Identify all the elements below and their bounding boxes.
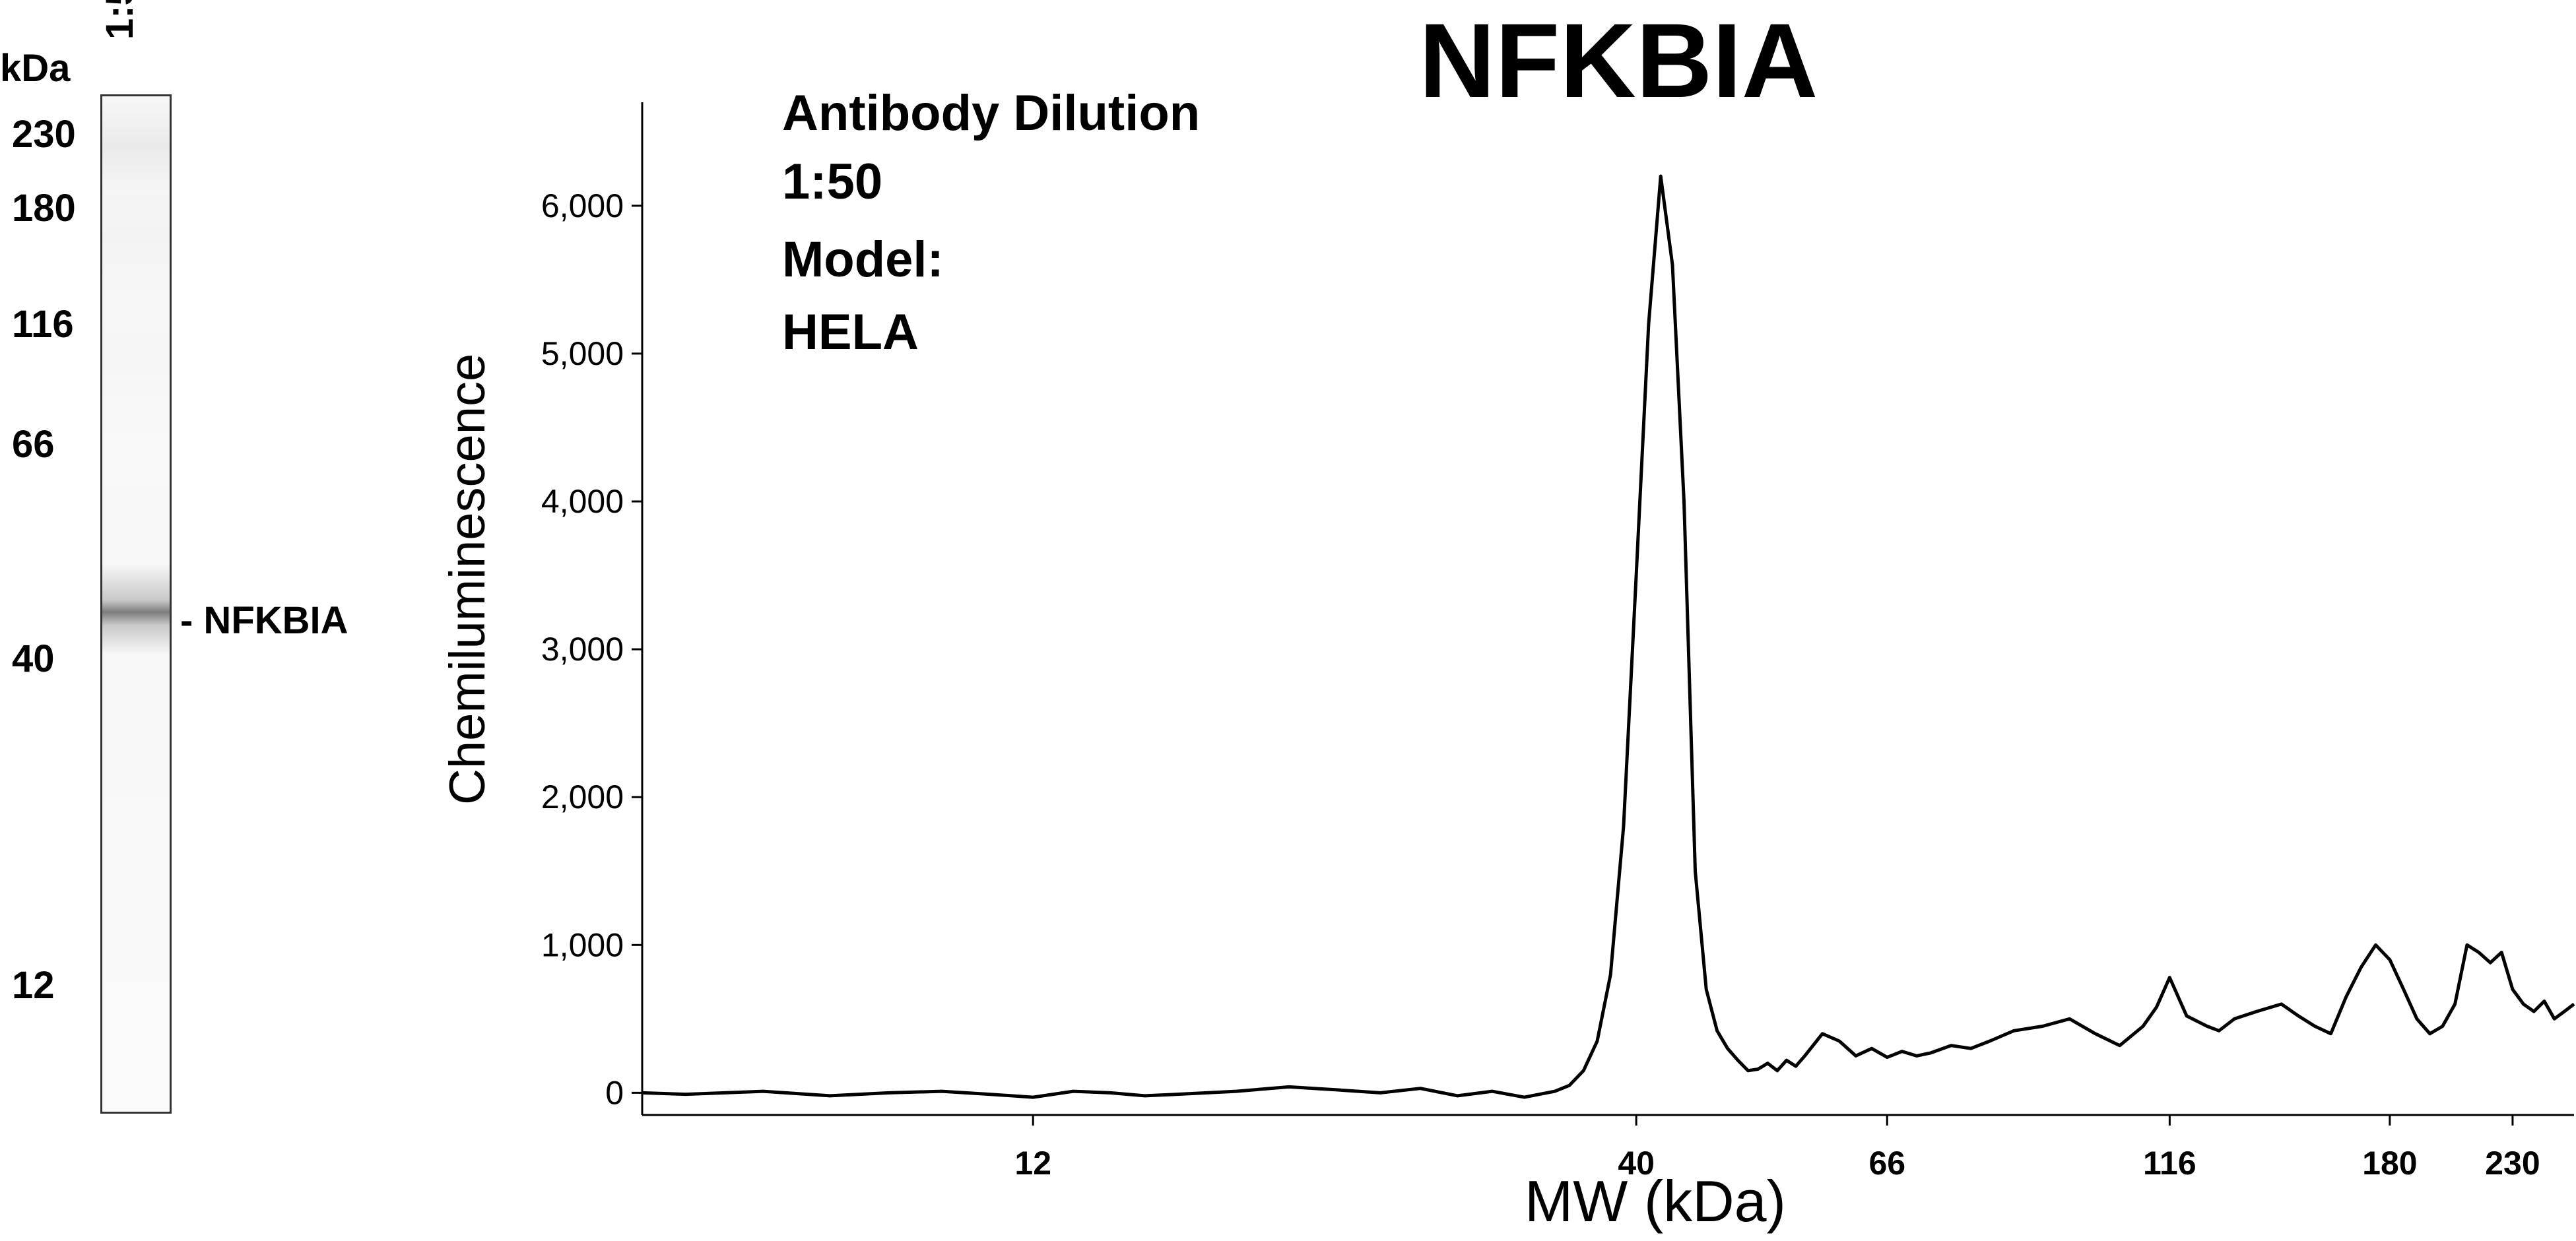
gel-lane	[100, 94, 172, 1114]
y-tick-label: 1,000	[541, 926, 624, 963]
marker-label: 66	[12, 423, 55, 466]
y-ticks: 0 1,000 2,000 3,000 4,000 5,000 6,000	[541, 187, 642, 1111]
annotation-line: HELA	[782, 304, 919, 360]
y-tick-label: 2,000	[541, 779, 624, 815]
chart-title: NFKBIA	[1419, 1, 1818, 119]
x-tick-label: 40	[1618, 1145, 1655, 1182]
annotation-line: 1:50	[782, 154, 883, 210]
series-line	[642, 174, 2575, 1099]
x-tick-label: 230	[2485, 1145, 2540, 1182]
y-tick-label: 3,000	[541, 631, 624, 668]
x-tick-label: 66	[1868, 1145, 1905, 1182]
y-tick-label: 5,000	[541, 335, 624, 372]
marker-label: 40	[12, 637, 55, 680]
y-tick-label: 0	[605, 1074, 624, 1111]
x-ticks: 12 40 66 116 180 230	[1014, 1115, 2540, 1182]
y-tick-label: 6,000	[541, 187, 624, 224]
x-tick-label: 12	[1014, 1145, 1051, 1182]
marker-label: 230	[12, 113, 76, 156]
y-tick-label: 4,000	[541, 483, 624, 520]
annotation-line: Antibody Dilution	[782, 85, 1201, 141]
marker-label: 180	[12, 187, 76, 230]
marker-label: 116	[12, 303, 74, 346]
band-label: - NFKBIA	[180, 599, 348, 642]
x-tick-label: 180	[2362, 1145, 2417, 1182]
x-axis-label: MW (kDa)	[1525, 1168, 1786, 1234]
gel-unit-label: kDa	[0, 47, 71, 90]
annotation-line: Model:	[782, 232, 944, 288]
x-tick-label: 116	[2143, 1145, 2196, 1182]
marker-label: 12	[12, 964, 55, 1007]
